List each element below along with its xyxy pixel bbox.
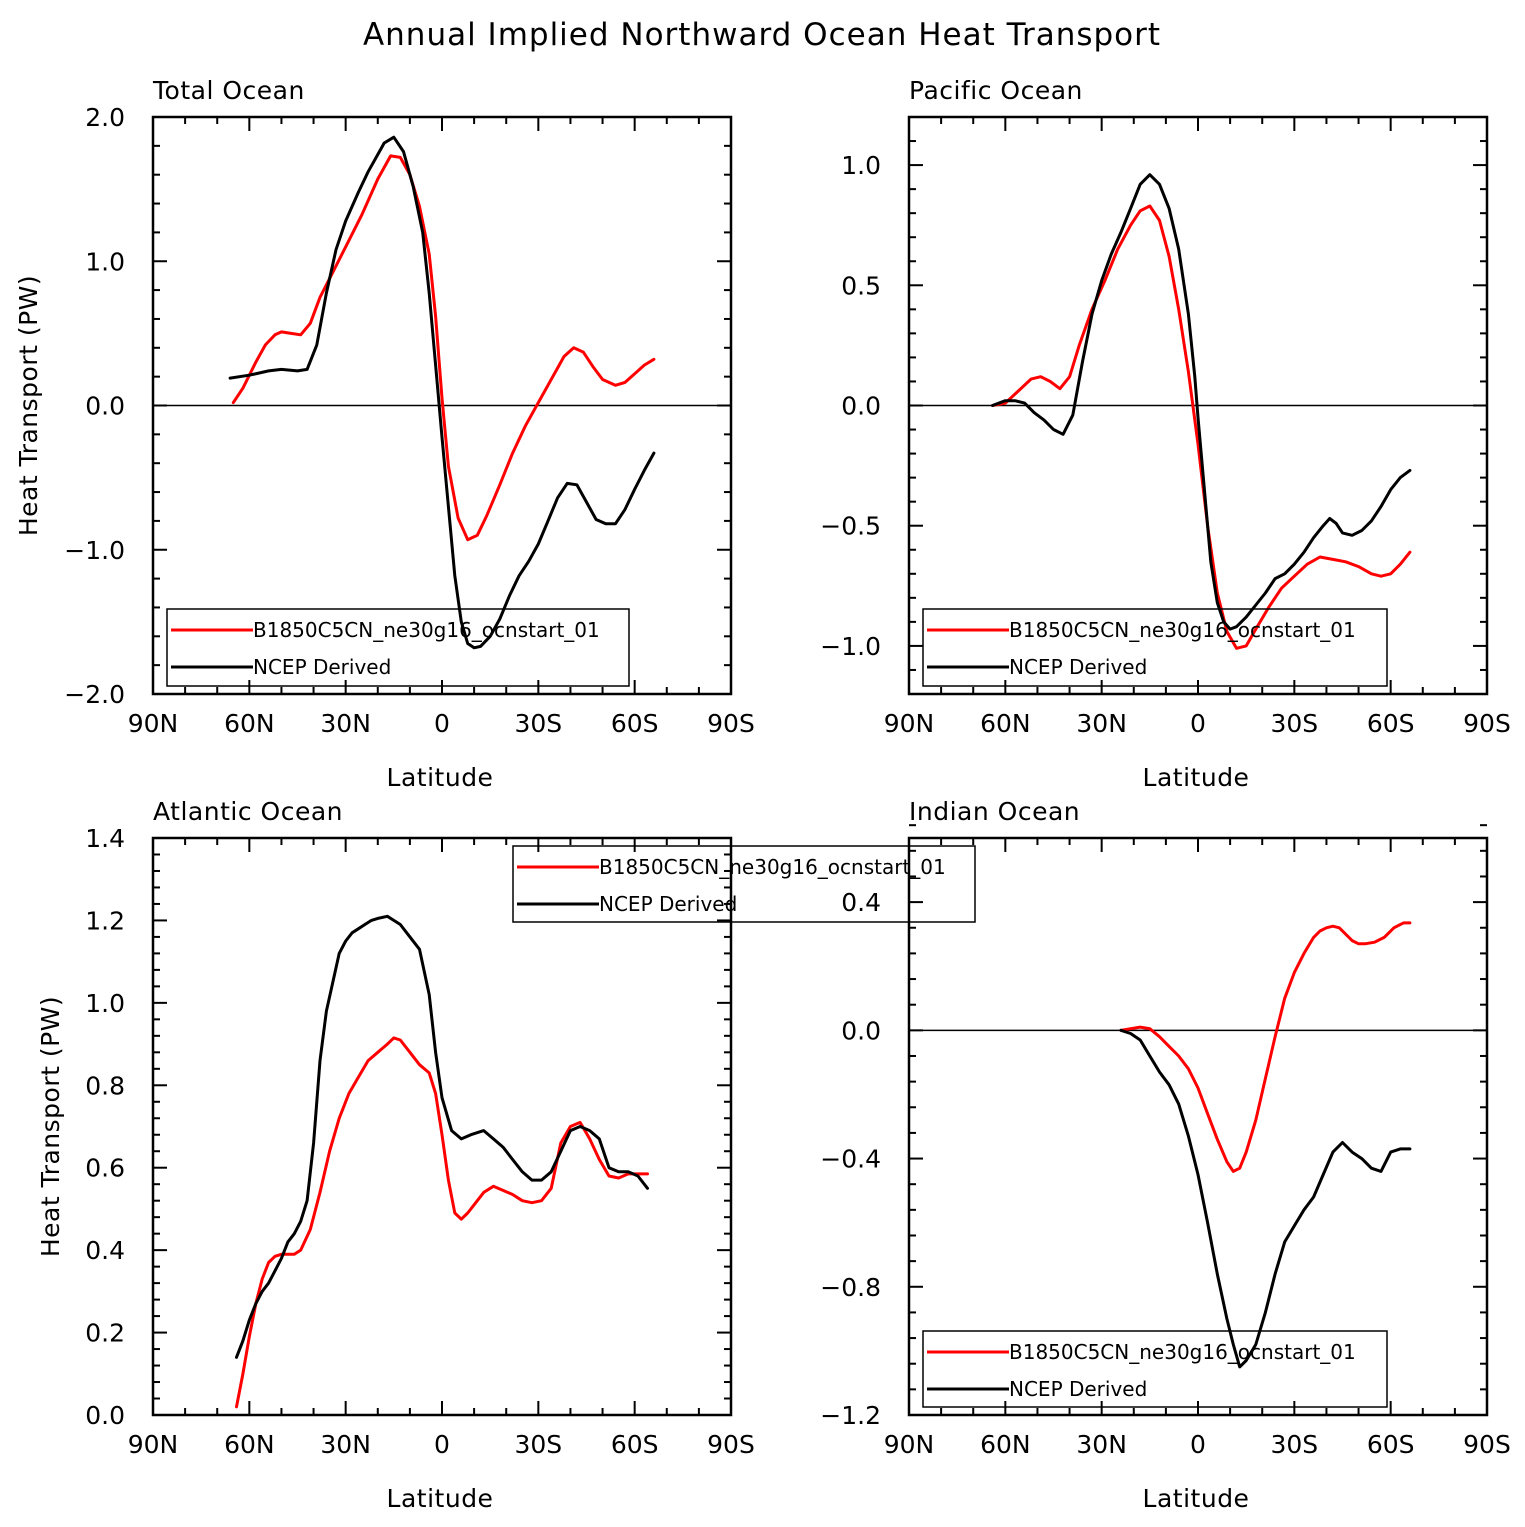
x-tick-label: 30S bbox=[1270, 709, 1318, 738]
y-tick-label: 2.0 bbox=[85, 103, 125, 132]
x-tick-label: 90S bbox=[707, 1430, 755, 1459]
series-line-ncep bbox=[991, 173, 1412, 631]
y-axis-label: Heat Transport (PW) bbox=[36, 996, 65, 1257]
x-tick-label: 60S bbox=[1367, 1430, 1415, 1459]
y-tick-label: 0.4 bbox=[841, 888, 881, 917]
y-tick-label: 0.0 bbox=[841, 1016, 881, 1045]
x-tick-label: 30N bbox=[1076, 709, 1127, 738]
series-line-model bbox=[231, 154, 656, 542]
x-tick-label: 60S bbox=[611, 1430, 659, 1459]
x-tick-label: 90S bbox=[1463, 709, 1511, 738]
x-tick-label: 30N bbox=[320, 1430, 371, 1459]
legend-entry: NCEP Derived bbox=[1009, 1377, 1147, 1401]
legend-entry: NCEP Derived bbox=[253, 655, 391, 679]
x-tick-label: 90N bbox=[884, 709, 935, 738]
x-tick-label: 90N bbox=[128, 1430, 179, 1459]
x-axis-label: Latitude bbox=[1143, 763, 1250, 792]
x-tick-label: 60N bbox=[980, 1430, 1031, 1459]
panel-title: Indian Ocean bbox=[909, 797, 1080, 826]
series-line-ncep bbox=[1119, 1028, 1412, 1369]
y-tick-label: 0.0 bbox=[85, 392, 125, 421]
y-tick-label: −0.5 bbox=[820, 512, 881, 541]
chart-panel-0: Total Ocean 90N 60N 30N 0 30S 60S 90S −2.0 −1.0 0.… bbox=[14, 76, 755, 792]
x-tick-label: 30N bbox=[320, 709, 371, 738]
figure-title: Annual Implied Northward Ocean Heat Tran… bbox=[363, 17, 1161, 53]
y-tick-label: −1.2 bbox=[820, 1401, 881, 1430]
y-tick-label: 1.4 bbox=[85, 824, 125, 853]
chart-panel-1: Pacific Ocean 90N 60N 30N 0 30S 60S 90S −1.0 −0.5… bbox=[820, 76, 1511, 792]
x-tick-label: 0 bbox=[1190, 1430, 1206, 1459]
x-tick-label: 60S bbox=[1367, 709, 1415, 738]
legend: B1850C5CN_ne30g16_ocnstart_01 NCEP Derive… bbox=[166, 608, 630, 687]
series-line-ncep bbox=[235, 914, 649, 1359]
x-axis-label: Latitude bbox=[1143, 1484, 1250, 1513]
x-tick-label: 0 bbox=[1190, 709, 1206, 738]
x-axis-label: Latitude bbox=[387, 763, 494, 792]
x-axis-label: Latitude bbox=[387, 1484, 494, 1513]
x-tick-label: 30S bbox=[514, 709, 562, 738]
x-tick-label: 0 bbox=[434, 1430, 450, 1459]
y-tick-label: 0.4 bbox=[85, 1236, 125, 1265]
y-tick-label: 0.0 bbox=[841, 392, 881, 421]
y-tick-label: 1.0 bbox=[85, 989, 125, 1018]
x-tick-label: 60S bbox=[611, 709, 659, 738]
legend-box bbox=[166, 608, 630, 687]
chart-panels: Total Ocean 90N 60N 30N 0 30S 60S 90S −2.0 −1.0 0.… bbox=[14, 76, 1511, 1513]
x-tick-label: 90N bbox=[884, 1430, 935, 1459]
x-tick-label: 0 bbox=[434, 709, 450, 738]
x-tick-label: 30S bbox=[514, 1430, 562, 1459]
x-tick-label: 90N bbox=[128, 709, 179, 738]
y-tick-label: 0.2 bbox=[85, 1319, 125, 1348]
panel-title: Atlantic Ocean bbox=[153, 797, 343, 826]
legend-entry: B1850C5CN_ne30g16_ocnstart_01 bbox=[1009, 618, 1356, 642]
y-tick-label: 0.5 bbox=[841, 271, 881, 300]
x-tick-label: 60N bbox=[224, 709, 275, 738]
legend-box bbox=[512, 845, 976, 923]
chart-panel-3: Indian Ocean 90N 60N 30N 0 30S 60S 90S −1.2 −0.8 −… bbox=[820, 797, 1511, 1513]
y-tick-label: 0.6 bbox=[85, 1154, 125, 1183]
y-tick-label: −0.4 bbox=[820, 1145, 881, 1174]
legend-entry: B1850C5CN_ne30g16_ocnstart_01 bbox=[1009, 1340, 1356, 1364]
y-tick-label: −2.0 bbox=[64, 680, 125, 709]
x-tick-label: 60N bbox=[980, 709, 1031, 738]
legend: B1850C5CN_ne30g16_ocnstart_01 NCEP Derive… bbox=[922, 1330, 1388, 1408]
legend-box bbox=[922, 1330, 1388, 1408]
y-tick-label: −0.8 bbox=[820, 1273, 881, 1302]
series-line-model bbox=[1119, 921, 1412, 1173]
y-tick-label: −1.0 bbox=[820, 632, 881, 661]
chart-panel-2: Atlantic Ocean 90N 60N 30N 0 30S 60S 90S 0.0 0.2 0… bbox=[36, 797, 976, 1513]
x-tick-label: 90S bbox=[1463, 1430, 1511, 1459]
legend-box bbox=[922, 608, 1388, 687]
y-tick-label: 1.0 bbox=[841, 151, 881, 180]
series-line-model bbox=[235, 1036, 649, 1409]
legend-entry: NCEP Derived bbox=[1009, 655, 1147, 679]
y-tick-label: 0.0 bbox=[85, 1401, 125, 1430]
legend-entry: B1850C5CN_ne30g16_ocnstart_01 bbox=[253, 618, 600, 642]
series-line-ncep bbox=[228, 135, 656, 650]
x-tick-label: 30S bbox=[1270, 1430, 1318, 1459]
y-tick-label: −1.0 bbox=[64, 536, 125, 565]
y-tick-label: 0.8 bbox=[85, 1071, 125, 1100]
panel-title: Pacific Ocean bbox=[909, 76, 1083, 105]
legend-entry: B1850C5CN_ne30g16_ocnstart_01 bbox=[599, 855, 946, 879]
y-axis-label: Heat Transport (PW) bbox=[14, 275, 43, 536]
x-tick-label: 90S bbox=[707, 709, 755, 738]
series-line-model bbox=[991, 204, 1412, 650]
x-tick-label: 60N bbox=[224, 1430, 275, 1459]
legend: B1850C5CN_ne30g16_ocnstart_01 NCEP Derive… bbox=[512, 845, 976, 923]
panel-title: Total Ocean bbox=[152, 76, 305, 105]
y-tick-label: 1.2 bbox=[85, 906, 125, 935]
legend-entry: NCEP Derived bbox=[599, 892, 737, 916]
y-tick-label: 1.0 bbox=[85, 247, 125, 276]
x-tick-label: 30N bbox=[1076, 1430, 1127, 1459]
legend: B1850C5CN_ne30g16_ocnstart_01 NCEP Derive… bbox=[922, 608, 1388, 687]
